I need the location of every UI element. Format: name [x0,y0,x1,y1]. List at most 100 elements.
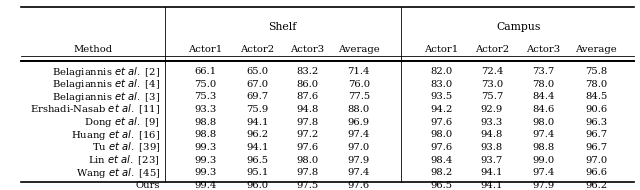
Text: 93.7: 93.7 [481,156,503,165]
Text: Ours: Ours [136,181,160,190]
Text: 90.6: 90.6 [585,105,607,114]
Text: 77.5: 77.5 [348,92,370,101]
Text: 94.1: 94.1 [246,143,269,152]
Text: 97.4: 97.4 [348,130,370,139]
Text: 93.8: 93.8 [481,143,503,152]
Text: 99.4: 99.4 [195,181,217,190]
Text: 97.2: 97.2 [296,130,319,139]
Text: 88.0: 88.0 [348,105,370,114]
Text: 96.9: 96.9 [348,118,370,127]
Text: 94.1: 94.1 [246,118,269,127]
Text: 92.9: 92.9 [481,105,503,114]
Text: 76.0: 76.0 [348,80,370,89]
Text: 82.0: 82.0 [430,67,452,76]
Text: 97.6: 97.6 [430,143,452,152]
Text: 94.2: 94.2 [430,105,452,114]
Text: 96.5: 96.5 [246,156,269,165]
Text: Actor3: Actor3 [291,45,324,54]
Text: Ershadi-Nasab $\it{et\ al.}$ [11]: Ershadi-Nasab $\it{et\ al.}$ [11] [30,103,160,116]
Text: 96.3: 96.3 [585,118,607,127]
Text: 84.4: 84.4 [532,92,554,101]
Text: 83.0: 83.0 [430,80,452,89]
Text: Wang $\it{et\ al.}$ [45]: Wang $\it{et\ al.}$ [45] [76,166,160,180]
Text: 98.0: 98.0 [296,156,319,165]
Text: 96.2: 96.2 [585,181,607,190]
Text: 96.0: 96.0 [246,181,269,190]
Text: 73.7: 73.7 [532,67,554,76]
Text: 66.1: 66.1 [195,67,217,76]
Text: 75.7: 75.7 [481,92,503,101]
Text: Campus: Campus [496,22,540,32]
Text: 78.0: 78.0 [585,80,607,89]
Text: 97.6: 97.6 [296,143,319,152]
Text: 94.1: 94.1 [481,168,503,177]
Text: Belagiannis $\it{et\ al.}$ [4]: Belagiannis $\it{et\ al.}$ [4] [52,77,160,91]
Text: 94.1: 94.1 [481,181,503,190]
Text: 75.3: 75.3 [195,92,217,101]
Text: 96.6: 96.6 [585,168,607,177]
Text: Average: Average [338,45,380,54]
Text: 83.2: 83.2 [296,67,319,76]
Text: 93.3: 93.3 [481,118,503,127]
Text: 96.7: 96.7 [585,143,607,152]
Text: 98.0: 98.0 [532,118,554,127]
Text: Tu $\it{et\ al.}$ [39]: Tu $\it{et\ al.}$ [39] [92,141,160,154]
Text: 97.0: 97.0 [348,143,370,152]
Text: 94.8: 94.8 [296,105,319,114]
Text: 97.8: 97.8 [296,118,319,127]
Text: 75.9: 75.9 [246,105,269,114]
Text: 97.4: 97.4 [532,130,554,139]
Text: 99.0: 99.0 [532,156,554,165]
Text: 98.2: 98.2 [430,168,452,177]
Text: Actor2: Actor2 [241,45,275,54]
Text: Huang $\it{et\ al.}$ [16]: Huang $\it{et\ al.}$ [16] [71,128,160,142]
Text: 98.0: 98.0 [430,130,452,139]
Text: Belagiannis $\it{et\ al.}$ [3]: Belagiannis $\it{et\ al.}$ [3] [52,90,160,104]
Text: 97.5: 97.5 [296,181,319,190]
Text: 86.0: 86.0 [296,80,319,89]
Text: 93.3: 93.3 [195,105,217,114]
Text: Actor1: Actor1 [189,45,223,54]
Text: 98.8: 98.8 [532,143,554,152]
Text: 84.6: 84.6 [532,105,554,114]
Text: 97.4: 97.4 [348,168,370,177]
Text: 94.8: 94.8 [481,130,503,139]
Text: 96.5: 96.5 [430,181,452,190]
Text: 97.6: 97.6 [430,118,452,127]
Text: 97.9: 97.9 [532,181,554,190]
Text: 93.5: 93.5 [430,92,452,101]
Text: 96.2: 96.2 [246,130,269,139]
Text: 97.6: 97.6 [348,181,370,190]
Text: 99.3: 99.3 [195,156,217,165]
Text: 97.9: 97.9 [348,156,370,165]
Text: 99.3: 99.3 [195,143,217,152]
Text: 71.4: 71.4 [348,67,370,76]
Text: 98.8: 98.8 [195,130,217,139]
Text: 67.0: 67.0 [246,80,269,89]
Text: 75.0: 75.0 [195,80,217,89]
Text: 65.0: 65.0 [246,67,269,76]
Text: 87.6: 87.6 [296,92,319,101]
Text: 97.4: 97.4 [532,168,554,177]
Text: 97.8: 97.8 [296,168,319,177]
Text: Belagiannis $\it{et\ al.}$ [2]: Belagiannis $\it{et\ al.}$ [2] [52,65,160,79]
Text: Method: Method [74,45,113,54]
Text: Average: Average [575,45,617,54]
Text: 96.7: 96.7 [585,130,607,139]
Text: Dong $\it{et\ al.}$ [9]: Dong $\it{et\ al.}$ [9] [84,115,160,129]
Text: Actor1: Actor1 [424,45,458,54]
Text: 98.4: 98.4 [430,156,452,165]
Text: Actor3: Actor3 [526,45,560,54]
Text: 99.3: 99.3 [195,168,217,177]
Text: 78.0: 78.0 [532,80,554,89]
Text: 84.5: 84.5 [585,92,607,101]
Text: 95.1: 95.1 [246,168,269,177]
Text: 97.0: 97.0 [585,156,607,165]
Text: 72.4: 72.4 [481,67,503,76]
Text: 98.8: 98.8 [195,118,217,127]
Text: Lin $\it{et\ al.}$ [23]: Lin $\it{et\ al.}$ [23] [88,153,160,167]
Text: 69.7: 69.7 [246,92,269,101]
Text: 75.8: 75.8 [585,67,607,76]
Text: 73.0: 73.0 [481,80,503,89]
Text: Shelf: Shelf [268,22,296,32]
